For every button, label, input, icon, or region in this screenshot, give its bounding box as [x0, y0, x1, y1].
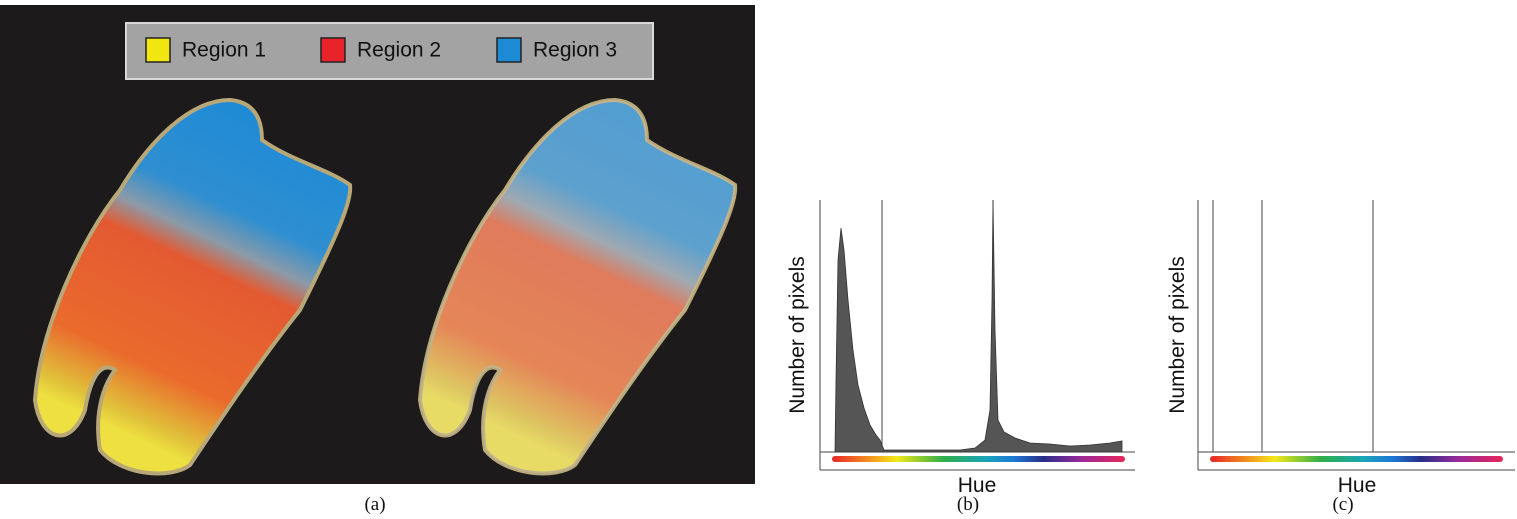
caption: (a)	[364, 494, 385, 515]
legend: Region 1 Region 2 Region 3	[145, 37, 617, 63]
hue-colorbar	[832, 456, 1125, 462]
legend-label: Region 1	[182, 39, 266, 62]
x-axis-label: Hue	[1338, 474, 1377, 497]
y-axis-label: Number of pixels	[786, 256, 809, 414]
legend-label: Region 3	[533, 39, 617, 62]
caption: (c)	[1332, 494, 1353, 515]
legend-swatch	[320, 37, 346, 63]
hue-colorbar	[1210, 456, 1503, 462]
y-axis-label: Number of pixels	[1166, 256, 1189, 414]
legend-box	[125, 22, 654, 80]
legend-swatch	[145, 37, 171, 63]
hue-histogram	[834, 199, 1123, 453]
x-axis-label: Hue	[958, 474, 997, 497]
histogram-axes	[1197, 200, 1515, 471]
legend-swatch	[496, 37, 522, 63]
legend-label: Region 2	[357, 39, 441, 62]
caption: (b)	[957, 494, 979, 515]
